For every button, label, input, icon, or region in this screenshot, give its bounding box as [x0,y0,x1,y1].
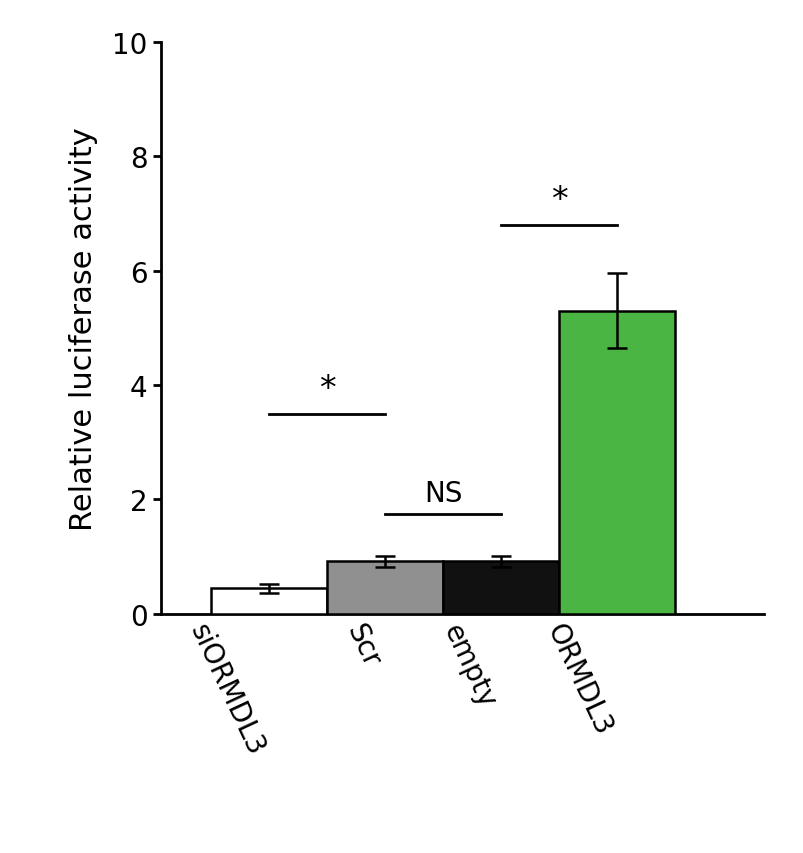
Bar [558,311,674,614]
Y-axis label: Relative luciferase activity: Relative luciferase activity [69,127,98,530]
Text: *: * [318,373,335,405]
Text: NS: NS [423,479,462,508]
Text: *: * [550,184,567,217]
Bar [442,561,558,614]
Bar [327,561,442,614]
Bar [210,589,327,614]
